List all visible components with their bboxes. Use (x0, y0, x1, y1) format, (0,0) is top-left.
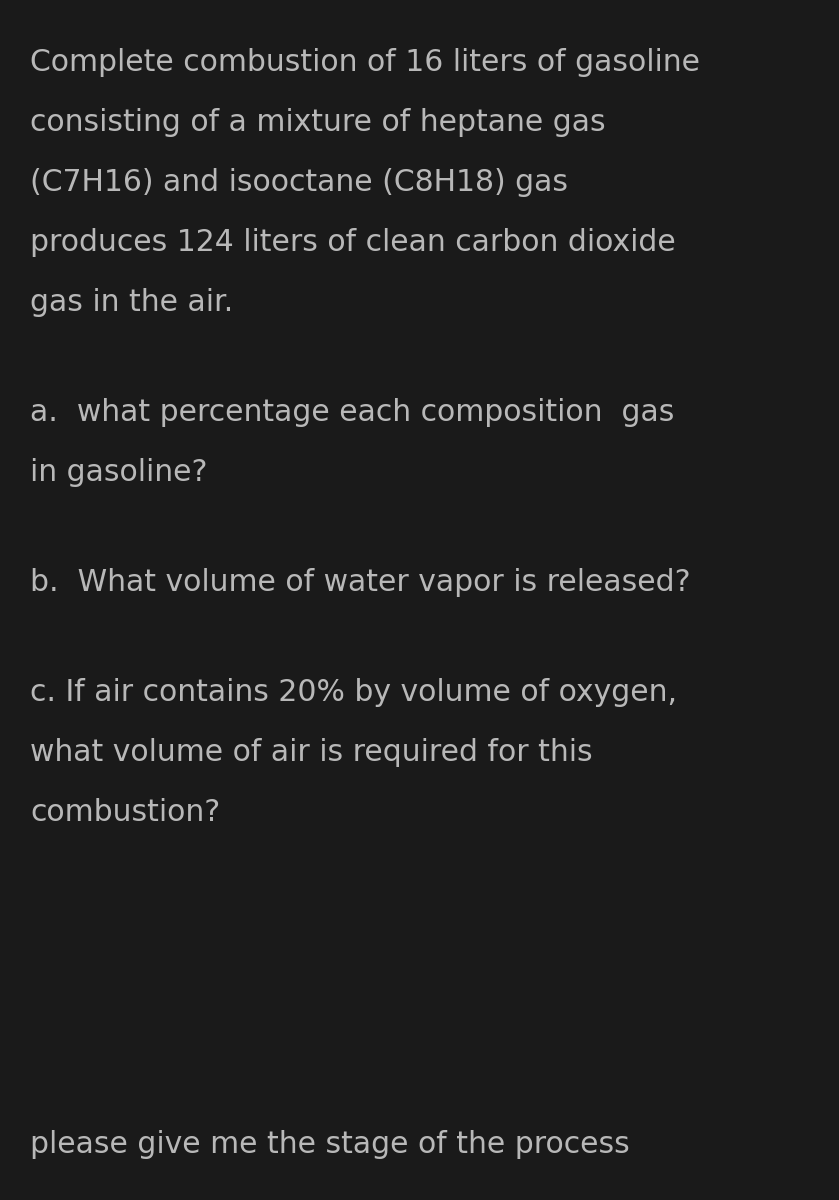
Text: combustion?: combustion? (30, 798, 221, 827)
Text: Complete combustion of 16 liters of gasoline: Complete combustion of 16 liters of gaso… (30, 48, 700, 77)
Text: c. If air contains 20% by volume of oxygen,: c. If air contains 20% by volume of oxyg… (30, 678, 677, 707)
Text: b.  What volume of water vapor is released?: b. What volume of water vapor is release… (30, 568, 690, 596)
Text: consisting of a mixture of heptane gas: consisting of a mixture of heptane gas (30, 108, 606, 137)
Text: in gasoline?: in gasoline? (30, 458, 207, 487)
Text: what volume of air is required for this: what volume of air is required for this (30, 738, 592, 767)
Text: (C7H16) and isooctane (C8H18) gas: (C7H16) and isooctane (C8H18) gas (30, 168, 568, 197)
Text: gas in the air.: gas in the air. (30, 288, 233, 317)
Text: please give me the stage of the process: please give me the stage of the process (30, 1130, 630, 1159)
Text: a.  what percentage each composition  gas: a. what percentage each composition gas (30, 398, 675, 427)
Text: produces 124 liters of clean carbon dioxide: produces 124 liters of clean carbon diox… (30, 228, 675, 257)
